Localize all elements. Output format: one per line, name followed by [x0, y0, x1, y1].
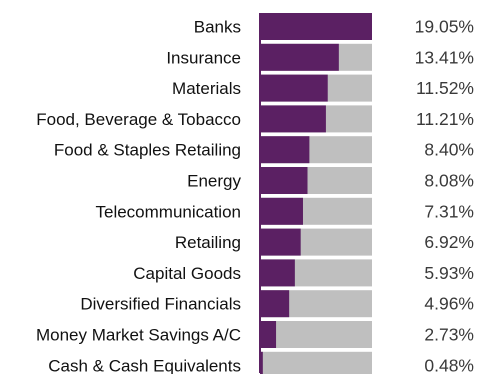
value-label: 0.48%	[424, 355, 474, 374]
bar-track	[260, 321, 372, 348]
bar	[260, 197, 303, 225]
value-label: 8.40%	[424, 140, 474, 160]
bar-track	[260, 351, 372, 374]
category-label: Capital Goods	[133, 264, 241, 283]
value-label: 5.93%	[424, 263, 474, 283]
bar	[260, 167, 308, 194]
bar	[260, 290, 290, 318]
bar	[260, 321, 277, 348]
value-label: 19.05%	[415, 17, 474, 37]
bar	[260, 13, 372, 40]
category-label: Cash & Cash Equivalents	[48, 356, 241, 374]
bar	[260, 136, 310, 164]
bar	[260, 43, 339, 71]
bar	[260, 259, 295, 287]
category-label: Banks	[194, 18, 241, 37]
bars	[260, 13, 372, 374]
category-label: Materials	[172, 79, 241, 98]
value-label: 11.21%	[416, 109, 474, 129]
bar	[260, 105, 326, 133]
bar	[260, 228, 301, 256]
category-label: Insurance	[166, 48, 241, 67]
category-label: Energy	[187, 172, 241, 191]
category-label: Food, Beverage & Tobacco	[36, 110, 241, 129]
value-label: 11.52%	[416, 78, 474, 98]
value-label: 13.41%	[415, 47, 474, 67]
value-labels: 19.05% 13.41% 11.52% 11.21% 8.40% 8.08% 7.31% 6…	[415, 17, 474, 374]
bar	[260, 74, 328, 102]
category-label: Money Market Savings A/C	[36, 326, 241, 345]
value-label: 7.31%	[424, 201, 474, 221]
category-label: Telecommunication	[95, 202, 241, 221]
category-label: Diversified Financials	[80, 295, 241, 314]
category-label: Food & Staples Retailing	[54, 141, 241, 160]
value-label: 8.08%	[424, 171, 474, 191]
bar	[260, 351, 263, 374]
category-label: Retailing	[175, 233, 241, 252]
value-label: 4.96%	[424, 294, 474, 314]
value-label: 2.73%	[424, 325, 474, 345]
value-label: 6.92%	[424, 232, 474, 252]
category-labels: Banks Insurance Materials Food, Beverage & …	[36, 18, 242, 374]
